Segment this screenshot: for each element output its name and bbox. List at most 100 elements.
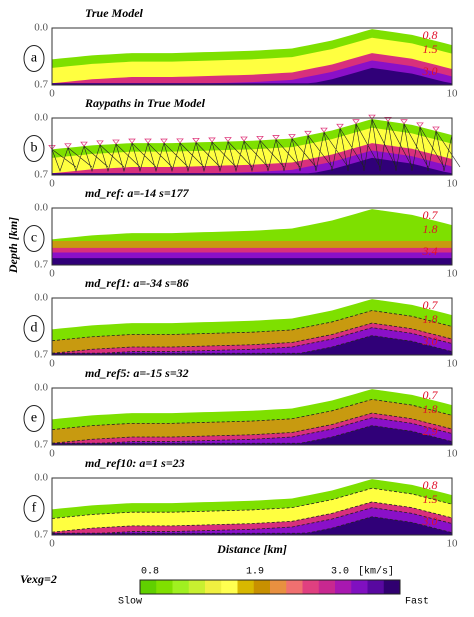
receiver	[192, 137, 200, 144]
layer	[52, 67, 452, 85]
x-tick-label: 10	[447, 358, 459, 370]
x-tick-label: 0	[49, 178, 55, 190]
y-tick-label: 0.0	[34, 112, 48, 124]
colorbar-segment	[156, 580, 173, 594]
receiver	[432, 126, 440, 132]
x-tick-label: 10	[447, 178, 459, 190]
y-tick-label: 0.7	[34, 439, 48, 451]
layer-boundary	[52, 335, 453, 354]
x-tick-label: 10	[447, 88, 459, 100]
receiver	[96, 140, 104, 146]
y-tick-label: 0.7	[34, 79, 48, 91]
colorbar-segment	[302, 580, 319, 594]
receiver	[400, 119, 408, 125]
layer-label: 3.0	[422, 64, 438, 78]
panel-badge	[23, 45, 45, 72]
colorbar: Vexg=2 0.8 1.9 3.0 [km/s] Slow Fast	[20, 566, 429, 608]
panel-badge	[23, 405, 45, 432]
panel-frame	[51, 207, 453, 266]
panel-letter: f	[32, 501, 37, 516]
receiver	[368, 114, 376, 120]
layer-boundary	[51, 310, 453, 342]
layer-boundary	[51, 322, 453, 354]
layer-label: 3.0	[422, 334, 438, 348]
receiver	[176, 138, 184, 144]
layer-boundary	[52, 425, 453, 444]
x-tick-label: 0	[49, 88, 55, 100]
y-tick-label: 0.0	[34, 202, 48, 214]
panel-badge	[23, 135, 45, 162]
layer	[52, 258, 452, 265]
colorbar-segment	[221, 580, 238, 594]
receiver	[256, 135, 264, 142]
y-tick-label: 0.7	[34, 169, 48, 181]
panel-letter: e	[31, 411, 37, 426]
layer-label: 1.5	[423, 42, 438, 56]
layer	[52, 425, 452, 445]
receiver	[80, 141, 88, 147]
receiver	[384, 117, 392, 123]
colorbar-segment	[270, 580, 287, 594]
panel-frame	[51, 27, 453, 86]
layer-boundary	[51, 412, 453, 444]
colorbar-title: Vexg=2	[20, 572, 57, 586]
layer-label: 0.7	[423, 388, 439, 402]
panel-badge	[23, 225, 45, 252]
colorbar-segment	[205, 580, 222, 594]
receiver	[336, 123, 344, 129]
layer	[52, 516, 452, 535]
layer-label: 0.8	[423, 28, 438, 42]
layer-label: 2.9	[423, 424, 438, 438]
layer-boundary	[51, 501, 453, 533]
panel-title: md_ref: a=-14 s=177	[85, 186, 190, 200]
layer-label: 3.0	[422, 514, 438, 528]
receiver	[416, 122, 424, 128]
layer-boundary	[52, 327, 453, 354]
panel-badge	[23, 315, 45, 342]
receiver	[128, 138, 136, 144]
layer-boundary	[51, 487, 453, 519]
layer-label: 1.8	[423, 222, 438, 236]
colorbar-segment	[367, 580, 384, 594]
panel-frame	[51, 297, 453, 356]
colorbar-tick: 1.9	[246, 567, 264, 578]
x-tick-label: 10	[447, 448, 459, 460]
panel-title: True Model	[85, 6, 144, 20]
layer-label: 1.8	[423, 312, 438, 326]
y-tick-label: 0.7	[34, 259, 48, 271]
layer	[52, 335, 452, 355]
colorbar-segment	[253, 580, 271, 594]
panel-letter: a	[31, 51, 38, 66]
layer-label: 0.7	[423, 298, 439, 312]
y-tick-label: 0.7	[34, 529, 48, 541]
y-tick-label: 0.0	[34, 292, 48, 304]
layer-label: 0.8	[423, 478, 438, 492]
colorbar-tick: 0.8	[141, 567, 159, 578]
raypaths	[51, 119, 461, 173]
receiver	[352, 119, 360, 125]
panel-letter: b	[31, 141, 38, 156]
x-tick-label: 10	[447, 538, 459, 550]
x-tick-label: 0	[49, 358, 55, 370]
receiver	[288, 134, 296, 140]
receiver	[304, 130, 312, 136]
colorbar-segment	[188, 580, 206, 594]
layer-label: 0.7	[423, 208, 439, 222]
y-axis-label: Depth [km]	[6, 217, 20, 274]
x-tick-label: 0	[49, 448, 55, 460]
receiver	[64, 143, 72, 149]
colorbar-frame	[139, 579, 401, 595]
x-axis-label: Distance [km]	[216, 542, 287, 556]
receiver	[272, 135, 280, 141]
colorbar-segment	[351, 580, 368, 594]
panel-badge	[23, 495, 45, 522]
layer-boundary	[51, 398, 453, 431]
colorbar-segment	[237, 580, 254, 594]
panel-letter: d	[31, 321, 38, 336]
colorbar-segment	[318, 580, 336, 594]
x-tick-label: 0	[49, 538, 55, 550]
receiver	[240, 136, 248, 142]
panel-title: Raypaths in True Model	[84, 96, 206, 110]
receiver	[160, 138, 168, 144]
